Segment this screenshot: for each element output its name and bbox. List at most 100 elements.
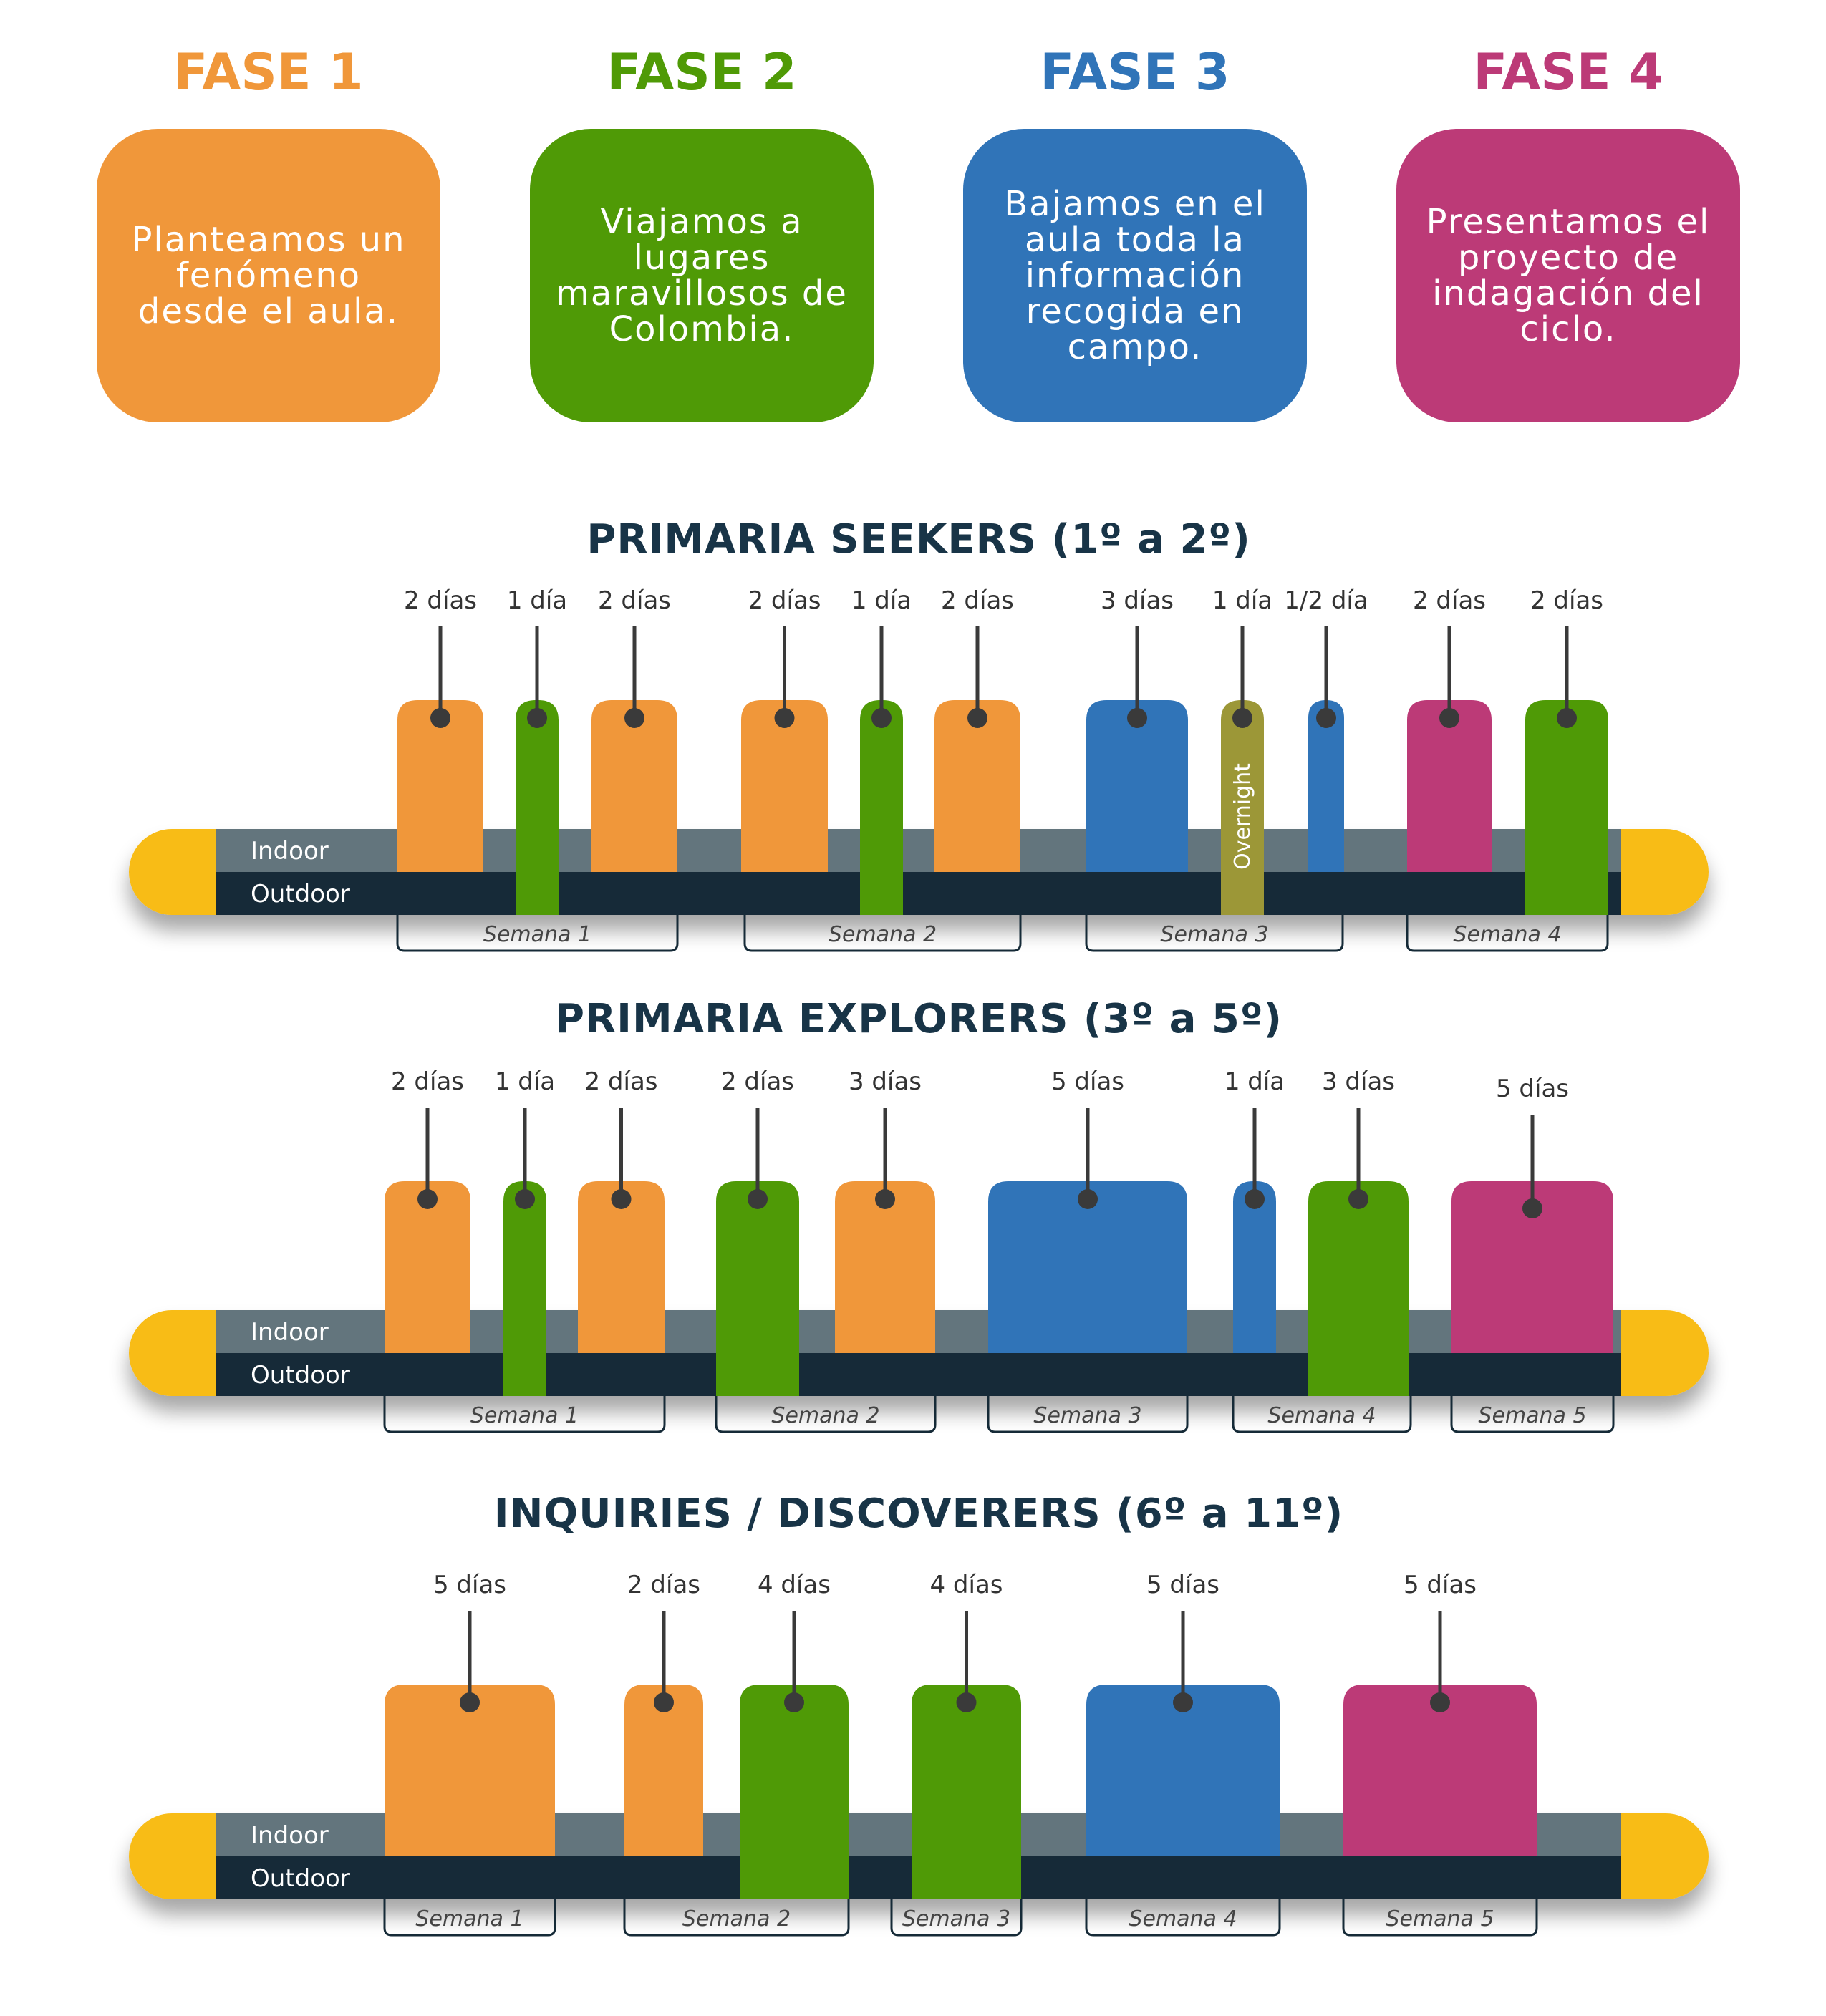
week-bracket: Semana 1 bbox=[396, 915, 679, 952]
week-label: Semana 1 bbox=[483, 922, 591, 947]
outdoor-label: Outdoor bbox=[251, 880, 350, 908]
week-label: Semana 3 bbox=[1160, 922, 1268, 947]
phase-description-line: Colombia. bbox=[609, 309, 795, 349]
section-title: PRIMARIA SEEKERS (1º a 2º) bbox=[586, 516, 1250, 563]
activity-bar bbox=[1343, 1685, 1537, 1856]
activity-bar bbox=[1525, 700, 1608, 915]
activity-block: 1/2 día bbox=[1284, 586, 1368, 872]
activity-block: 4 días bbox=[912, 1571, 1021, 1899]
activity-bar bbox=[1451, 1181, 1613, 1353]
pin-dot bbox=[967, 708, 987, 728]
timeline-section: PRIMARIA SEEKERS (1º a 2º) Indoor Outdoor 2… bbox=[129, 516, 1709, 952]
activity-bar bbox=[385, 1685, 555, 1856]
week-bracket: Semana 1 bbox=[383, 1899, 556, 1937]
activity-block: 5 días bbox=[1451, 1075, 1613, 1353]
duration-label: 2 días bbox=[391, 1067, 464, 1096]
activity-bar bbox=[988, 1181, 1187, 1353]
pin-dot bbox=[1557, 708, 1577, 728]
duration-label: 1 día bbox=[1224, 1067, 1285, 1096]
pin-dot bbox=[430, 708, 450, 728]
week-bracket-outline bbox=[1450, 1396, 1615, 1433]
activity-block: 3 días bbox=[1086, 586, 1188, 872]
duration-label: 2 días bbox=[941, 586, 1014, 615]
phase-description-line: Planteamos un bbox=[131, 220, 405, 260]
activity-block: 2 días bbox=[741, 586, 828, 872]
pin-dot bbox=[611, 1189, 632, 1209]
week-label: Semana 1 bbox=[415, 1906, 523, 1932]
duration-label: 5 días bbox=[1496, 1075, 1569, 1103]
week-label: Semana 3 bbox=[902, 1906, 1010, 1932]
week-bracket: Semana 2 bbox=[623, 1899, 850, 1937]
week-bracket: Semana 4 bbox=[1232, 1396, 1412, 1433]
pin-dot bbox=[1430, 1692, 1450, 1712]
pin-dot bbox=[527, 708, 547, 728]
pin-dot bbox=[1439, 708, 1459, 728]
week-label: Semana 4 bbox=[1267, 1403, 1376, 1428]
duration-label: 3 días bbox=[849, 1067, 922, 1096]
activity-block: 1 día bbox=[851, 586, 912, 915]
pin-dot bbox=[1316, 708, 1336, 728]
activity-block: 1 día Overnight bbox=[1212, 586, 1272, 915]
activity-block: 1 día bbox=[507, 586, 567, 915]
duration-label: 2 días bbox=[748, 586, 821, 615]
pin-dot bbox=[774, 708, 795, 728]
pin-dot bbox=[1127, 708, 1147, 728]
outdoor-track bbox=[216, 1353, 1621, 1396]
phase-description-line: ciclo. bbox=[1520, 309, 1616, 349]
duration-label: 4 días bbox=[929, 1571, 1003, 1599]
duration-label: 5 días bbox=[1051, 1067, 1124, 1096]
phase-title: FASE 4 bbox=[1473, 43, 1663, 102]
duration-label: 5 días bbox=[433, 1571, 506, 1599]
phase-description-line: fenómeno bbox=[176, 256, 361, 296]
activity-block: 5 días bbox=[1086, 1571, 1280, 1856]
activity-block: 2 días bbox=[385, 1067, 470, 1353]
activity-bar bbox=[912, 1685, 1021, 1899]
outdoor-label: Outdoor bbox=[251, 1864, 350, 1893]
week-label: Semana 4 bbox=[1129, 1906, 1237, 1932]
week-bracket-outline bbox=[1085, 1899, 1281, 1937]
pin-dot bbox=[1245, 1189, 1265, 1209]
duration-label: 5 días bbox=[1404, 1571, 1477, 1599]
week-bracket: Semana 3 bbox=[987, 1396, 1189, 1433]
week-label: Semana 5 bbox=[1386, 1906, 1494, 1932]
week-bracket-outline bbox=[715, 1396, 937, 1433]
section-title: PRIMARIA EXPLORERS (3º a 5º) bbox=[555, 996, 1282, 1042]
duration-label: 3 días bbox=[1322, 1067, 1395, 1096]
week-bracket-outline bbox=[383, 1396, 666, 1433]
pin-dot bbox=[956, 1692, 977, 1712]
week-bracket: Semana 5 bbox=[1342, 1899, 1538, 1937]
activity-bar bbox=[1308, 1181, 1409, 1396]
phase-description-line: indagación del bbox=[1432, 273, 1704, 314]
pin-dot bbox=[624, 708, 644, 728]
pin-dot bbox=[1232, 708, 1252, 728]
week-label: Semana 3 bbox=[1033, 1403, 1141, 1428]
duration-label: 1 día bbox=[507, 586, 567, 615]
pin-dot bbox=[1078, 1189, 1098, 1209]
pin-dot bbox=[871, 708, 892, 728]
activity-bar bbox=[503, 1181, 546, 1396]
activity-bar bbox=[397, 700, 483, 872]
pin-dot bbox=[748, 1189, 768, 1209]
overnight-label: Overnight bbox=[1230, 763, 1255, 870]
activity-bar bbox=[385, 1181, 470, 1353]
activity-bar bbox=[1233, 1181, 1276, 1353]
week-bracket-outline bbox=[1085, 915, 1344, 952]
week-label: Semana 2 bbox=[682, 1906, 791, 1932]
activity-block: 2 días bbox=[716, 1067, 799, 1396]
week-bracket-outline bbox=[1406, 915, 1609, 952]
timeline-section: PRIMARIA EXPLORERS (3º a 5º) Indoor Outdoo… bbox=[129, 996, 1709, 1433]
duration-label: 2 días bbox=[721, 1067, 794, 1096]
week-bracket: Semana 2 bbox=[715, 1396, 937, 1433]
timeline-section: INQUIRIES / DISCOVERERS (6º a 11º) Indoor… bbox=[129, 1491, 1709, 1937]
week-bracket-outline bbox=[1232, 1396, 1412, 1433]
pin-dot bbox=[1522, 1198, 1542, 1218]
indoor-label: Indoor bbox=[251, 837, 329, 866]
duration-label: 2 días bbox=[1413, 586, 1486, 615]
activity-block: 2 días bbox=[934, 586, 1020, 872]
phase-description-line: información bbox=[1025, 256, 1245, 296]
activity-block: 3 días bbox=[1308, 1067, 1409, 1396]
phase-description-line: desde el aula. bbox=[138, 291, 399, 331]
week-bracket-outline bbox=[743, 915, 1022, 952]
